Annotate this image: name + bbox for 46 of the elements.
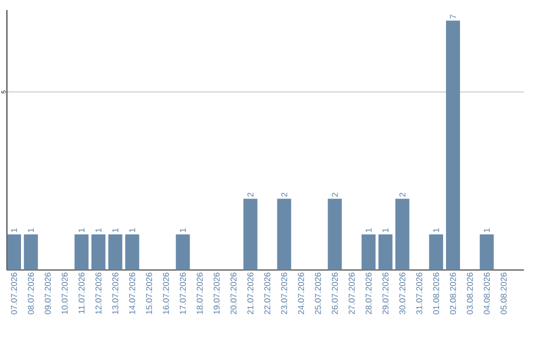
x-tick-label: 25.07.2026 — [314, 272, 321, 314]
data-label: 1 — [96, 228, 102, 232]
x-tick-label: 08.07.2026 — [28, 272, 34, 314]
x-tick-label: 16.07.2026 — [162, 272, 169, 314]
x-tick-label: 27.07.2026 — [348, 272, 355, 314]
x-tick-label: 07.07.2026 — [11, 272, 17, 314]
data-label: 7 — [450, 14, 456, 19]
x-tick-label: 28.07.2026 — [366, 272, 372, 314]
x-tick-label: 29.07.2026 — [382, 272, 388, 314]
x-tick-label: 11.07.2026 — [78, 272, 85, 314]
x-tick-label: 13.07.2026 — [112, 272, 118, 314]
x-tick-label: 24.07.2026 — [298, 272, 304, 314]
data-label: 1 — [382, 228, 388, 232]
data-label: 1 — [129, 228, 136, 232]
data-label: 2 — [399, 192, 406, 197]
x-tick-label: 21.07.2026 — [247, 272, 254, 314]
x-tick-label: 01.08.2026 — [433, 272, 440, 314]
data-label: 1 — [180, 228, 186, 232]
x-tick-label: 23.07.2026 — [281, 272, 288, 314]
x-tick-label: 26.07.2026 — [332, 272, 338, 314]
data-label: 1 — [112, 228, 118, 232]
x-tick-label: 20.07.2026 — [230, 272, 236, 314]
x-tick-label: 05.08.2026 — [500, 272, 507, 314]
data-label: 2 — [247, 192, 254, 197]
x-tick-label: 02.08.2026 — [450, 272, 456, 314]
data-label: 1 — [28, 228, 34, 232]
data-label: 1 — [78, 228, 84, 232]
x-tick-label: 04.08.2026 — [484, 272, 490, 314]
x-tick-label: 30.07.2026 — [399, 272, 406, 314]
x-tick-label: 03.08.2026 — [466, 272, 473, 314]
x-tick-label: 17.07.2026 — [180, 272, 186, 314]
x-tick-label: 10.07.2026 — [62, 272, 68, 314]
data-label: 1 — [11, 228, 17, 232]
data-label: 1 — [433, 228, 440, 232]
x-tick-label: 09.07.2026 — [44, 272, 51, 314]
data-label: 2 — [332, 192, 338, 197]
data-label: 1 — [366, 228, 372, 232]
x-tick-label: 14.07.2026 — [129, 272, 136, 314]
x-tick-label: 12.07.2026 — [95, 272, 102, 314]
x-tick-label: 22.07.2026 — [264, 272, 270, 314]
data-label: 1 — [484, 228, 490, 232]
x-tick-label: 19.07.2026 — [214, 272, 220, 314]
data-label: 2 — [281, 192, 288, 197]
x-tick-label: 18.07.2026 — [196, 272, 203, 314]
x-tick-label: 15.07.2026 — [146, 272, 152, 314]
x-tick-label: 31.07.2026 — [416, 272, 422, 314]
